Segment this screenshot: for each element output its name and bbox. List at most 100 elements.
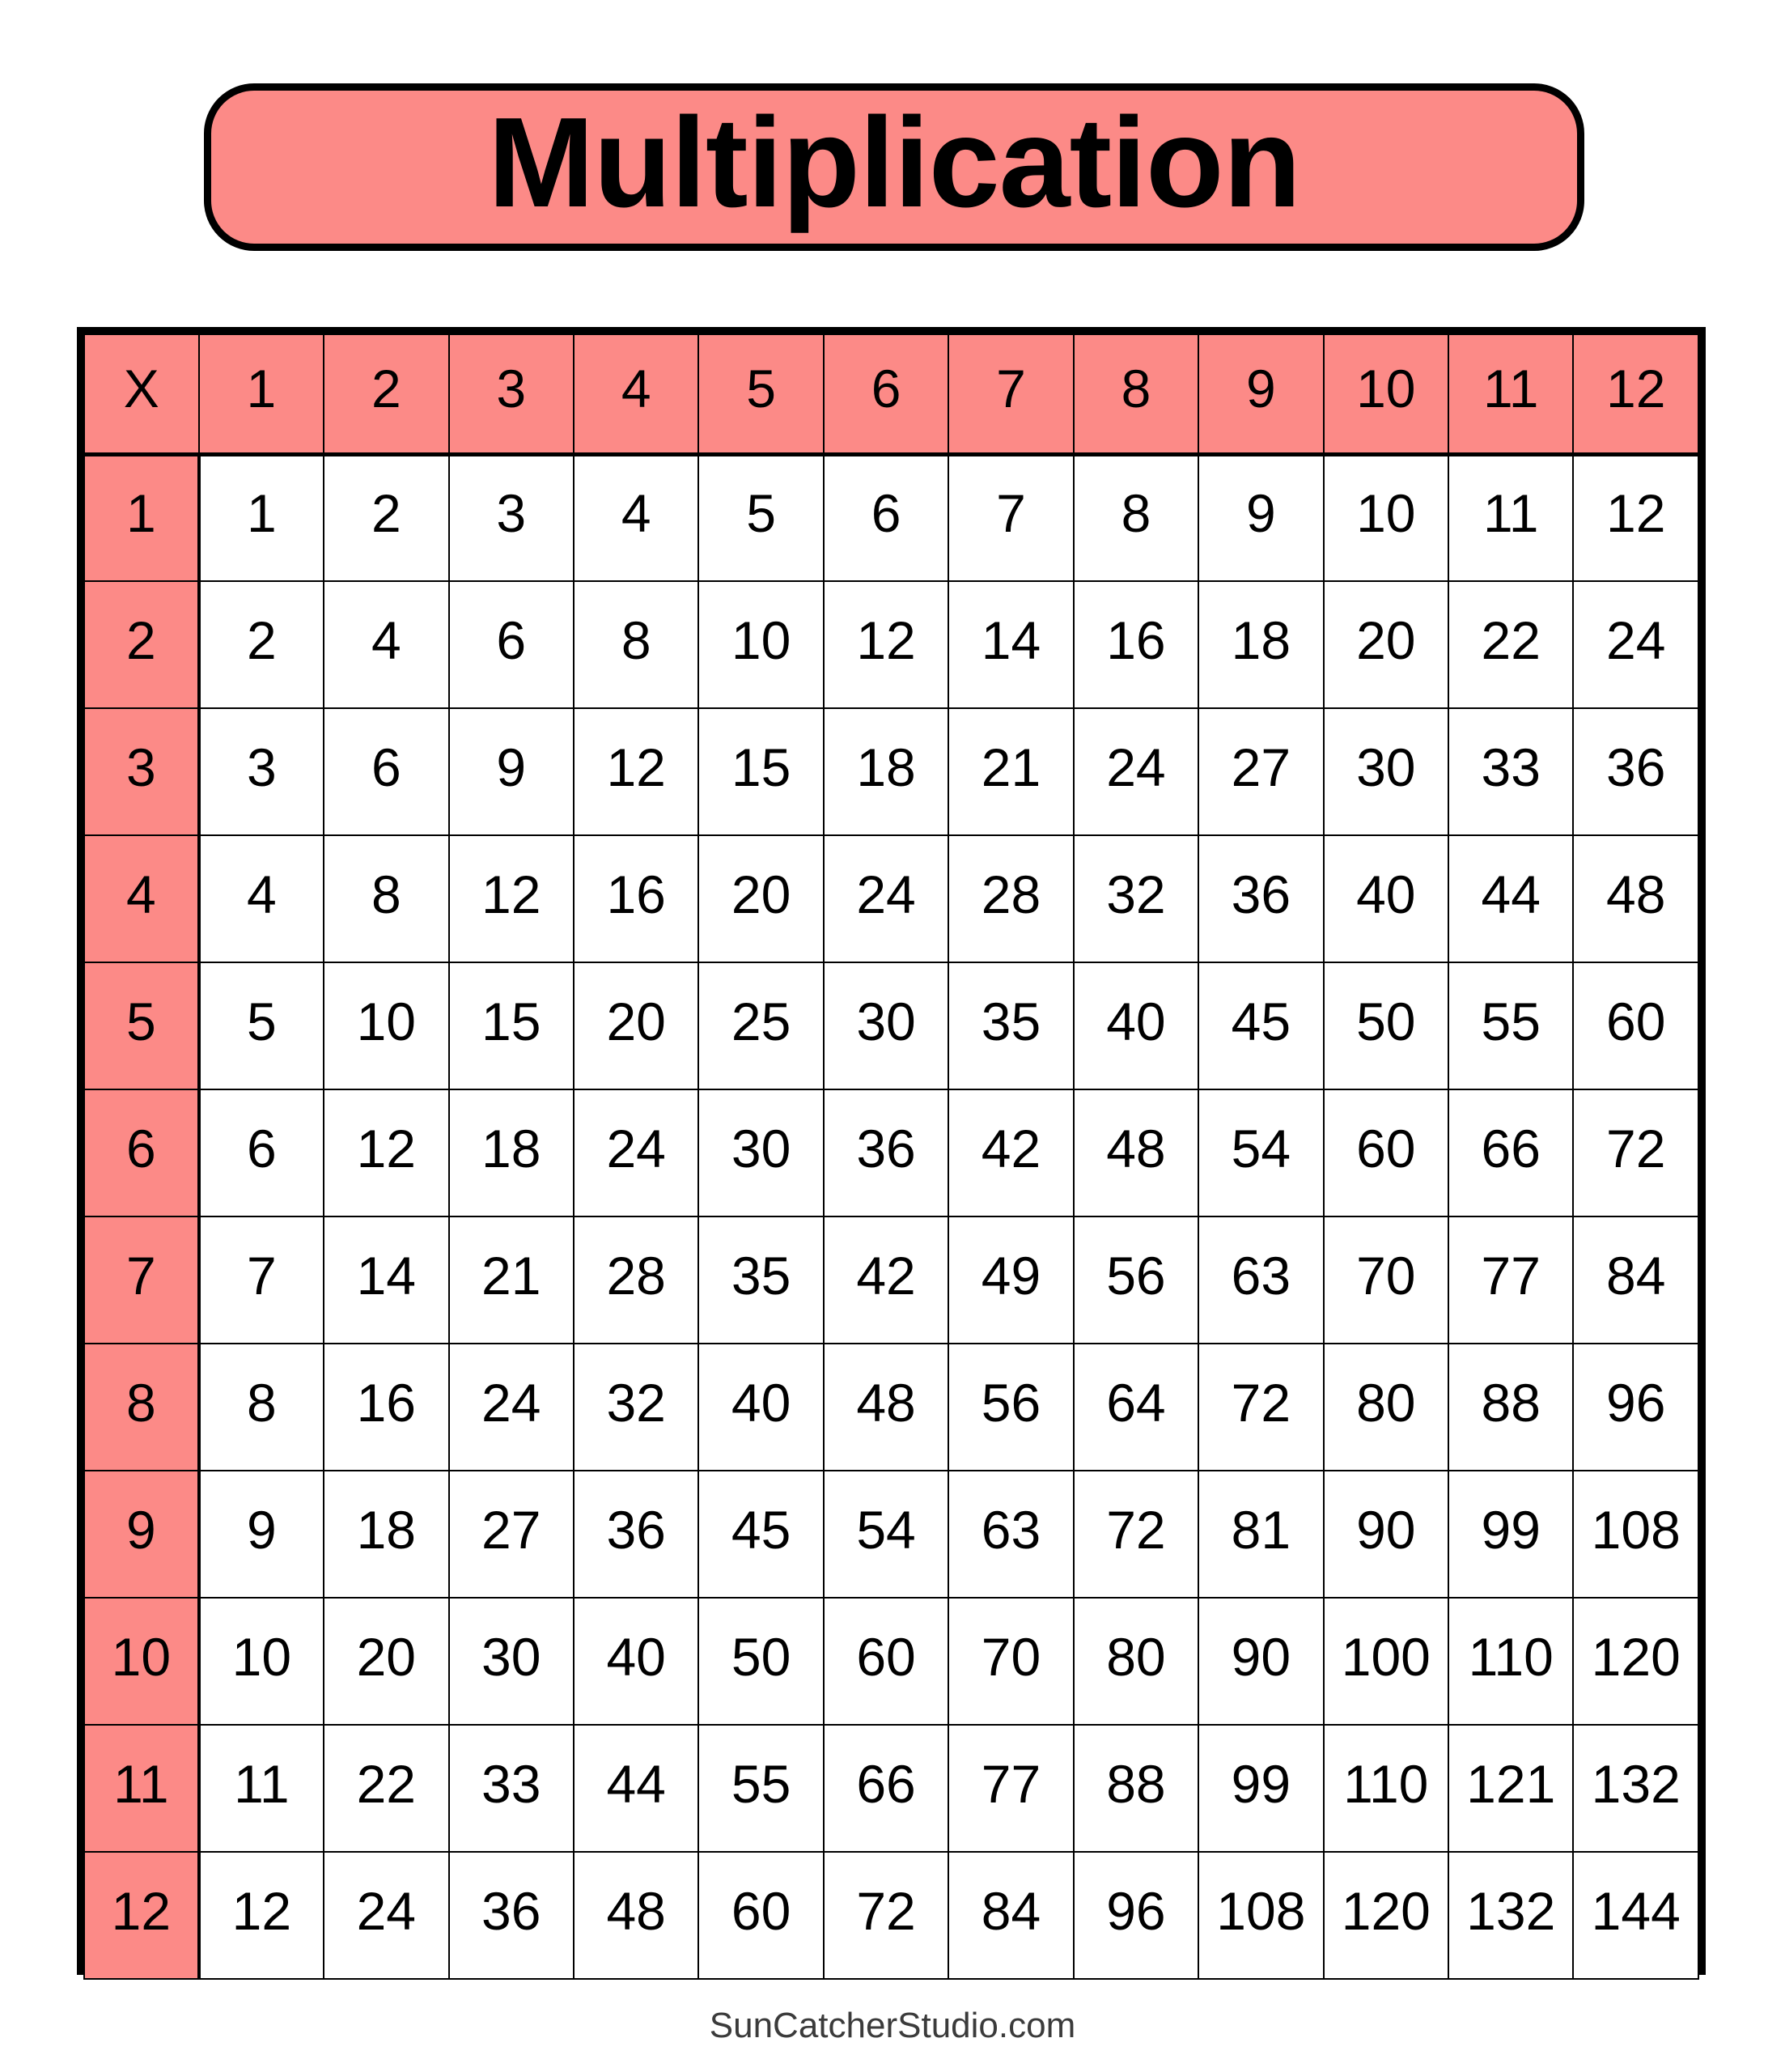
row-header-8: 8 [83,1343,201,1471]
table-row: 11 11 22 33 44 55 66 77 88 99 110 121 13… [83,1724,1699,1853]
cell-2-3: 6 [447,580,575,709]
cell-1-2: 2 [323,453,450,582]
cell-3-1: 3 [197,707,325,836]
multiplication-table: X 1 2 3 4 5 6 7 8 9 10 11 12 1 1 [83,333,1699,1980]
cell-9-11: 99 [1448,1470,1575,1599]
cell-7-12: 84 [1572,1216,1699,1344]
cell-7-4: 28 [572,1216,700,1344]
cell-12-7: 84 [948,1851,1075,1980]
cell-2-7: 14 [948,580,1075,709]
cell-11-11: 121 [1448,1724,1575,1853]
cell-11-6: 66 [822,1724,950,1853]
cell-7-2: 14 [323,1216,450,1344]
row-header-9: 9 [83,1470,201,1599]
cell-2-9: 18 [1198,580,1325,709]
column-header-10: 10 [1322,333,1450,456]
cell-8-4: 32 [572,1343,700,1471]
table-row: 1 1 2 3 4 5 6 7 8 9 10 11 12 [83,453,1699,582]
row-header-2: 2 [83,580,201,709]
cell-3-6: 18 [822,707,950,836]
cell-8-2: 16 [323,1343,450,1471]
cell-10-2: 20 [323,1597,450,1726]
table-row: 9 9 18 27 36 45 54 63 72 81 90 99 108 [83,1470,1699,1599]
column-header-12: 12 [1572,333,1699,456]
cell-4-1: 4 [197,834,325,963]
cell-1-11: 11 [1448,453,1575,582]
cell-8-5: 40 [697,1343,825,1471]
cell-12-8: 96 [1072,1851,1200,1980]
cell-5-12: 60 [1572,962,1699,1090]
cell-9-10: 90 [1322,1470,1450,1599]
column-header-3: 3 [447,333,575,456]
cell-9-9: 81 [1198,1470,1325,1599]
cell-10-8: 80 [1072,1597,1200,1726]
cell-2-12: 24 [1572,580,1699,709]
row-header-10: 10 [83,1597,201,1726]
cell-9-7: 63 [948,1470,1075,1599]
column-header-2: 2 [323,333,450,456]
cell-5-2: 10 [323,962,450,1090]
cell-10-6: 60 [822,1597,950,1726]
cell-12-9: 108 [1198,1851,1325,1980]
cell-12-10: 120 [1322,1851,1450,1980]
cell-3-7: 21 [948,707,1075,836]
cell-4-3: 12 [447,834,575,963]
cell-4-2: 8 [323,834,450,963]
cell-3-4: 12 [572,707,700,836]
table-row: 2 2 4 6 8 10 12 14 16 18 20 22 24 [83,580,1699,709]
cell-5-3: 15 [447,962,575,1090]
cell-11-5: 55 [697,1724,825,1853]
cell-6-9: 54 [1198,1089,1325,1217]
cell-2-2: 4 [323,580,450,709]
cell-9-3: 27 [447,1470,575,1599]
cell-5-11: 55 [1448,962,1575,1090]
cell-6-4: 24 [572,1089,700,1217]
title-banner: Multiplication [204,83,1584,251]
cell-10-1: 10 [197,1597,325,1726]
cell-4-7: 28 [948,834,1075,963]
table-row: 3 3 6 9 12 15 18 21 24 27 30 33 36 [83,707,1699,836]
cell-1-7: 7 [948,453,1075,582]
cell-6-6: 36 [822,1089,950,1217]
cell-7-7: 49 [948,1216,1075,1344]
cell-3-3: 9 [447,707,575,836]
cell-11-1: 11 [197,1724,325,1853]
cell-2-8: 16 [1072,580,1200,709]
cell-10-12: 120 [1572,1597,1699,1726]
cell-3-2: 6 [323,707,450,836]
table-row: 5 5 10 15 20 25 30 35 40 45 50 55 60 [83,962,1699,1090]
cell-12-6: 72 [822,1851,950,1980]
row-header-3: 3 [83,707,201,836]
cell-12-5: 60 [697,1851,825,1980]
cell-11-9: 99 [1198,1724,1325,1853]
cell-9-4: 36 [572,1470,700,1599]
cell-8-8: 64 [1072,1343,1200,1471]
cell-8-3: 24 [447,1343,575,1471]
multiplication-table-container: X 1 2 3 4 5 6 7 8 9 10 11 12 1 1 [77,327,1706,1980]
table-row: 7 7 14 21 28 35 42 49 56 63 70 77 84 [83,1216,1699,1344]
table-row: 6 6 12 18 24 30 36 42 48 54 60 66 72 [83,1089,1699,1217]
cell-4-6: 24 [822,834,950,963]
cell-3-10: 30 [1322,707,1450,836]
cell-11-4: 44 [572,1724,700,1853]
row-header-11: 11 [83,1724,201,1853]
cell-5-10: 50 [1322,962,1450,1090]
column-header-5: 5 [697,333,825,456]
cell-1-4: 4 [572,453,700,582]
table-row: 4 4 8 12 16 20 24 28 32 36 40 44 48 [83,834,1699,963]
row-header-4: 4 [83,834,201,963]
cell-1-5: 5 [697,453,825,582]
cell-10-4: 40 [572,1597,700,1726]
cell-1-1: 1 [197,453,325,582]
page-title: Multiplication [487,91,1301,234]
cell-5-7: 35 [948,962,1075,1090]
cell-3-11: 33 [1448,707,1575,836]
cell-11-3: 33 [447,1724,575,1853]
cell-1-10: 10 [1322,453,1450,582]
cell-2-10: 20 [1322,580,1450,709]
cell-11-7: 77 [948,1724,1075,1853]
cell-6-8: 48 [1072,1089,1200,1217]
cell-11-10: 110 [1322,1724,1450,1853]
cell-3-12: 36 [1572,707,1699,836]
